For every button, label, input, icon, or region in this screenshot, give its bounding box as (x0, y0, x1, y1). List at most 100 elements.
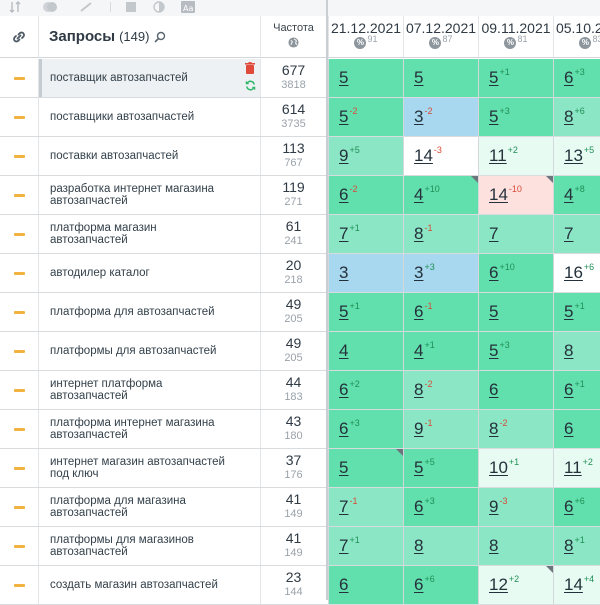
position-value[interactable]: 6 (489, 263, 499, 282)
position-cell[interactable]: 9 +5 (328, 137, 403, 175)
position-value[interactable]: 8 (564, 341, 574, 360)
position-cell[interactable]: 6 -1 (403, 293, 478, 331)
position-value[interactable]: 6 (339, 575, 349, 594)
position-value[interactable]: 5 (489, 302, 499, 321)
position-cell[interactable]: 5 +5 (403, 449, 478, 487)
table-row[interactable]: платформа интернет магазина автозапчасте… (0, 410, 600, 449)
delete-icon[interactable] (245, 62, 256, 77)
position-value[interactable]: 16 (564, 263, 583, 282)
position-cell[interactable]: 5 +3 (478, 98, 553, 136)
date-header[interactable]: 09.11.2021% 81 (478, 16, 553, 58)
position-cell[interactable]: 6 (553, 410, 600, 448)
position-value[interactable]: 6 (414, 302, 424, 321)
query-cell[interactable]: поставки автозапчастей (38, 137, 260, 175)
position-cell[interactable]: 4 (328, 332, 403, 370)
frequency-header[interactable]: Частота (260, 16, 326, 58)
table-row[interactable]: поставщики автозапчастей 614 3735 5 -2 3 -2 5 +3… (0, 98, 600, 137)
position-cell[interactable]: 14 +4 (553, 566, 600, 604)
position-value[interactable]: 9 (489, 497, 499, 516)
position-cell[interactable]: 6 (328, 566, 403, 604)
position-cell[interactable]: 14 -10 (478, 176, 553, 214)
position-value[interactable]: 10 (489, 458, 508, 477)
table-row[interactable]: платформа для магазина автозапчастей 41 14… (0, 488, 600, 527)
position-value[interactable]: 5 (339, 107, 349, 126)
position-value[interactable]: 12 (489, 575, 508, 594)
query-cell[interactable]: платформа магазин автозапчастей (38, 215, 260, 253)
position-cell[interactable]: 5 (328, 59, 403, 97)
position-value[interactable]: 8 (489, 419, 499, 438)
position-cell[interactable]: 6 +10 (478, 254, 553, 292)
row-marker[interactable] (0, 332, 38, 370)
position-cell[interactable]: 8 +1 (553, 527, 600, 565)
position-cell[interactable]: 7 (553, 215, 600, 253)
row-marker[interactable] (0, 59, 38, 97)
row-marker[interactable] (0, 371, 38, 409)
table-row[interactable]: создать магазин автозапчастей 23 144 6 6 +6 12… (0, 566, 600, 605)
position-cell[interactable]: 6 +1 (553, 371, 600, 409)
position-value[interactable]: 6 (564, 380, 574, 399)
table-row[interactable]: платформы для магазинов автозапчастей 41 1… (0, 527, 600, 566)
position-value[interactable]: 4 (564, 185, 574, 204)
position-value[interactable]: 5 (564, 302, 574, 321)
date-header[interactable]: 07.12.2021% 87 (403, 16, 478, 58)
position-value[interactable]: 8 (564, 107, 574, 126)
position-cell[interactable]: 6 +3 (403, 488, 478, 526)
position-value[interactable]: 5 (489, 107, 499, 126)
position-value[interactable]: 5 (414, 68, 424, 87)
position-value[interactable]: 8 (489, 536, 499, 555)
position-value[interactable]: 13 (564, 146, 583, 165)
position-value[interactable]: 8 (414, 536, 424, 555)
date-header[interactable]: 21.12.2021% 91 (328, 16, 403, 58)
row-marker[interactable] (0, 527, 38, 565)
position-value[interactable]: 3 (414, 263, 424, 282)
position-cell[interactable]: 3 (328, 254, 403, 292)
row-marker[interactable] (0, 176, 38, 214)
position-cell[interactable]: 6 +3 (553, 59, 600, 97)
table-row[interactable]: интернет магазин автозапчастей под ключ 3… (0, 449, 600, 488)
position-value[interactable]: 11 (564, 458, 582, 477)
position-value[interactable]: 8 (564, 536, 574, 555)
position-value[interactable]: 4 (339, 341, 349, 360)
position-cell[interactable]: 5 +3 (478, 332, 553, 370)
row-marker[interactable] (0, 137, 38, 175)
position-value[interactable]: 6 (564, 68, 574, 87)
table-row[interactable]: поставщик автозапчастей 677 3818 5 5 5 +1 6 +3 (0, 59, 600, 98)
position-cell[interactable]: 16 +6 (553, 254, 600, 292)
position-value[interactable]: 7 (339, 224, 349, 243)
position-value[interactable]: 6 (339, 419, 349, 438)
position-cell[interactable]: 8 -1 (403, 215, 478, 253)
position-value[interactable]: 5 (489, 341, 499, 360)
position-cell[interactable]: 7 +1 (328, 527, 403, 565)
position-value[interactable]: 7 (564, 224, 574, 243)
query-cell[interactable]: интернет магазин автозапчастей под ключ (38, 449, 260, 487)
position-value[interactable]: 6 (339, 380, 349, 399)
date-header[interactable]: 05.10.2021%83 (553, 16, 600, 58)
position-cell[interactable]: 10 +1 (478, 449, 553, 487)
table-row[interactable]: интернет платформа автозапчастей 44 183 6 +2… (0, 371, 600, 410)
position-cell[interactable]: 14 -3 (403, 137, 478, 175)
position-value[interactable]: 7 (339, 497, 349, 516)
position-value[interactable]: 9 (414, 419, 424, 438)
position-value[interactable]: 8 (414, 380, 424, 399)
position-cell[interactable]: 9 -1 (403, 410, 478, 448)
table-row[interactable]: поставки автозапчастей 113 767 9 +5 14 -3 11 +2 1… (0, 137, 600, 176)
position-value[interactable]: 3 (414, 107, 424, 126)
position-value[interactable]: 6 (339, 185, 349, 204)
position-cell[interactable]: 3 +3 (403, 254, 478, 292)
query-cell[interactable]: автодилер каталог (38, 254, 260, 292)
table-row[interactable]: платформа для автозапчастей 49 205 5 +1 6 -1 5 5… (0, 293, 600, 332)
position-cell[interactable]: 4 +10 (403, 176, 478, 214)
row-marker[interactable] (0, 488, 38, 526)
position-cell[interactable]: 9 -3 (478, 488, 553, 526)
row-marker[interactable] (0, 215, 38, 253)
position-value[interactable]: 3 (339, 263, 349, 282)
position-value[interactable]: 11 (489, 146, 507, 165)
position-cell[interactable]: 5 +1 (553, 293, 600, 331)
position-value[interactable]: 14 (564, 575, 583, 594)
query-cell[interactable]: создать магазин автозапчастей (38, 566, 260, 604)
position-cell[interactable]: 11 +2 (478, 137, 553, 175)
position-value[interactable]: 14 (489, 185, 508, 204)
table-row[interactable]: автодилер каталог 20 218 3 3 +3 6 +10 16 +6 (0, 254, 600, 293)
position-value[interactable]: 4 (414, 185, 424, 204)
position-value[interactable]: 9 (339, 146, 349, 165)
